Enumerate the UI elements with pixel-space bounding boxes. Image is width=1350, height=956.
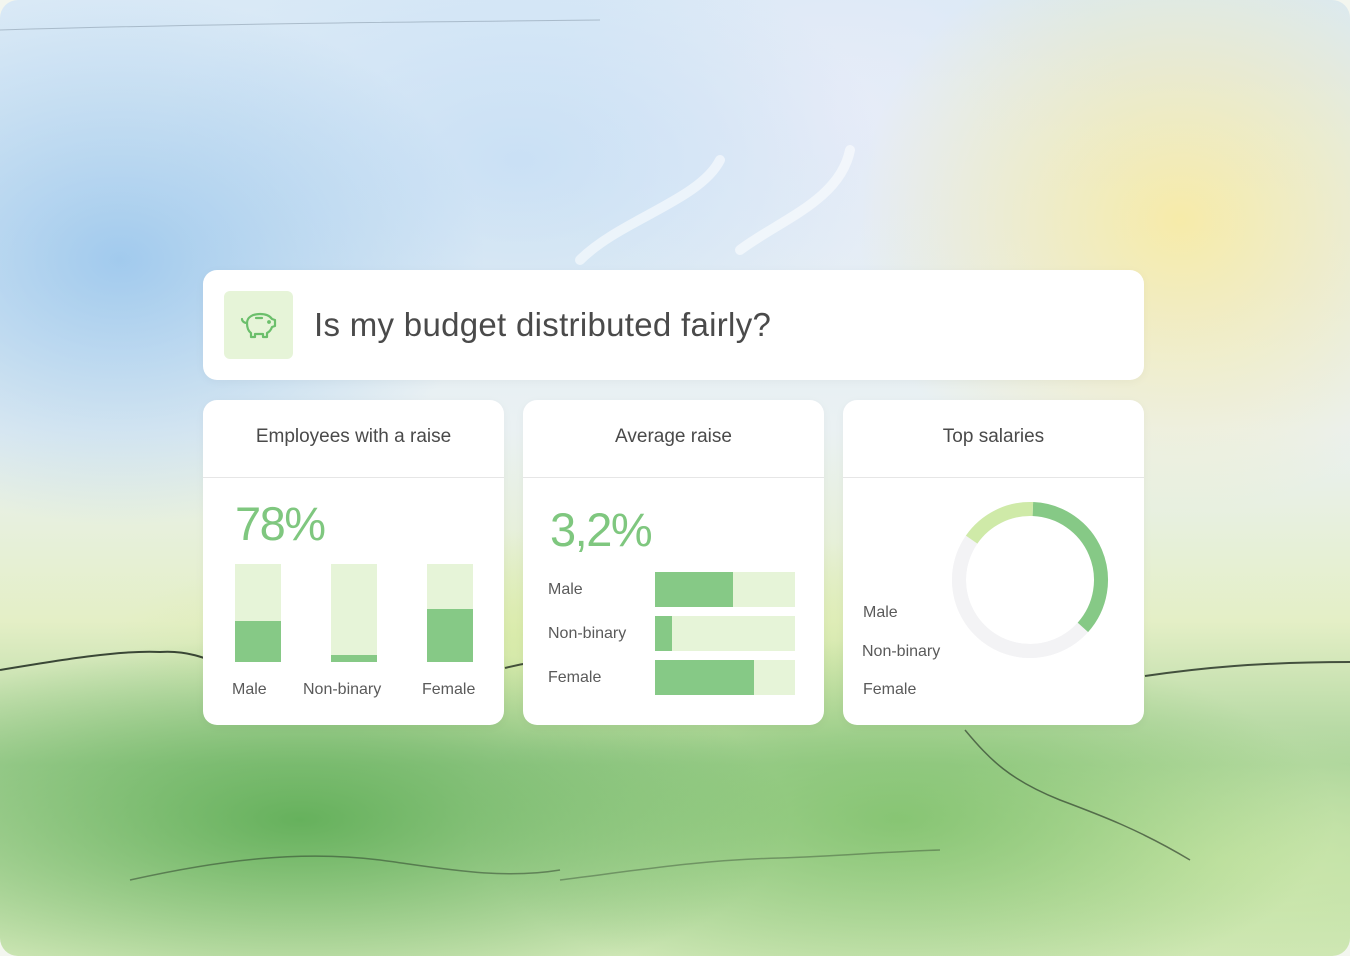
nonbinary-label: Non-binary [862,643,941,660]
nonbinary-label: Non-binary [548,625,627,642]
male-average-raise-bar [655,572,795,607]
donut-segment-male [1032,502,1108,633]
male-raise-bar [235,564,281,662]
male-label: Male [232,681,267,698]
average-raise-value: 3,2% [550,503,653,556]
female-label: Female [422,681,476,698]
female-label: Female [863,681,917,698]
question-icon-tile [224,291,293,359]
question-card[interactable]: Is my budget distributed fairly? [203,270,1144,380]
nonbinary-raise-bar [331,564,377,662]
raise-percentage-value: 78% [235,497,326,550]
donut-segment-nonbinary [965,502,1034,544]
top-salaries-donut-chart [952,502,1108,658]
panel-divider [203,477,504,478]
panel-title: Average raise [615,426,732,447]
nonbinary-average-raise-bar [655,616,795,651]
nonbinary-label: Non-binary [303,681,382,698]
female-label: Female [548,669,602,686]
question-text: Is my budget distributed fairly? [314,306,772,343]
average-raise-panel: Average raise 3,2% Male Non-binary Femal… [523,400,824,725]
male-label: Male [548,581,583,598]
male-label: Male [863,604,898,621]
panel-divider [523,477,824,478]
piggy-bank-icon [240,312,276,339]
female-average-raise-bar [655,660,795,695]
panel-title: Top salaries [942,426,1045,447]
female-raise-bar [427,564,473,662]
panel-divider [843,477,1144,478]
employees-with-raise-panel: Employees with a raise 78% Male Non-bina… [203,400,504,725]
top-salaries-panel: Top salaries Male Non-binary Female [843,400,1144,725]
panel-title: Employees with a raise [255,426,452,447]
donut-segment-female [952,535,1089,658]
